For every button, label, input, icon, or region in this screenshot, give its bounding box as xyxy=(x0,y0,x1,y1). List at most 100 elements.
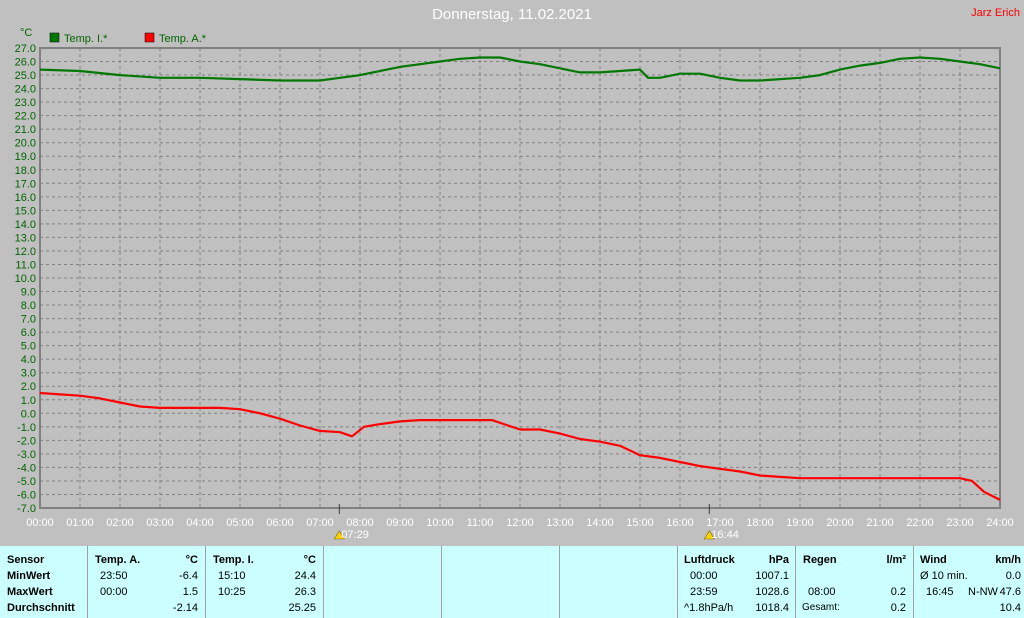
x-tick-label: 08:00 xyxy=(346,517,374,529)
x-tick-label: 09:00 xyxy=(386,517,414,529)
x-tick-label: 06:00 xyxy=(266,517,294,529)
y-tick-label: -2.0 xyxy=(17,435,36,447)
annotation-label: 16:44 xyxy=(711,529,739,541)
rain-time: 08:00 xyxy=(808,586,836,598)
author-label: Jarz Erich xyxy=(971,7,1020,19)
x-tick-label: 19:00 xyxy=(786,517,814,529)
y-tick-label: 7.0 xyxy=(21,314,36,326)
y-tick-label: 27.0 xyxy=(15,43,36,55)
x-tick-label: 23:00 xyxy=(946,517,974,529)
x-tick-label: 24:00 xyxy=(986,517,1014,529)
y-tick-label: -6.0 xyxy=(17,489,36,501)
y-tick-label: 5.0 xyxy=(21,341,36,353)
y-unit-label: °C xyxy=(20,27,32,39)
y-tick-label: 9.0 xyxy=(21,287,36,299)
y-tick-label: 17.0 xyxy=(15,178,36,190)
y-tick-label: -3.0 xyxy=(17,449,36,461)
col-temp-i: Temp. I. °C 15:10 24.4 10:25 26.3 25.25 xyxy=(206,546,324,618)
x-tick-label: 10:00 xyxy=(426,517,454,529)
temp-i-avg: 25.25 xyxy=(288,602,316,614)
wind-max: 47.6 xyxy=(999,586,1021,598)
temp-a-unit: °C xyxy=(185,554,198,566)
pressure-max: 1028.6 xyxy=(755,586,789,598)
y-tick-label: 21.0 xyxy=(15,124,36,136)
x-tick-label: 17:00 xyxy=(706,517,734,529)
series-line-temp-i xyxy=(39,56,1001,82)
temp-i-unit: °C xyxy=(303,554,316,566)
col-empty-3 xyxy=(560,546,678,618)
y-tick-label: 2.0 xyxy=(21,381,36,393)
sensor-header: Sensor xyxy=(7,554,45,566)
chart-title: Donnerstag, 11.02.2021 xyxy=(432,6,592,23)
wind-unit: km/h xyxy=(995,554,1021,566)
wind-header: Wind xyxy=(920,554,947,566)
y-tick-label: 18.0 xyxy=(15,165,36,177)
x-tick-label: 03:00 xyxy=(146,517,174,529)
y-tick-label: 13.0 xyxy=(15,232,36,244)
col-sensor: Sensor MinWert MaxWert Durchschnitt xyxy=(0,546,88,618)
pressure-unit: hPa xyxy=(768,554,789,566)
temp-a-header: Temp. A. xyxy=(95,554,141,566)
temp-a-min: -6.4 xyxy=(179,570,198,582)
rain-header: Regen xyxy=(803,554,837,566)
col-rain: Regen l/m² 08:00 0.2 Gesamt: 0.2 xyxy=(796,546,914,618)
x-tick-label: 02:00 xyxy=(106,517,134,529)
rain-unit: l/m² xyxy=(886,554,906,566)
y-tick-label: 26.0 xyxy=(15,57,36,69)
x-tick-label: 01:00 xyxy=(66,517,94,529)
y-tick-label: 10.0 xyxy=(15,273,36,285)
legend: Temp. I.* Temp. A.* xyxy=(49,32,207,45)
pressure-max-time: 23:59 xyxy=(690,586,718,598)
col-temp-a: Temp. A. °C 23:50 -6.4 00:00 1.5 -2.14 xyxy=(88,546,206,618)
y-tick-label: 15.0 xyxy=(15,205,36,217)
x-tick-label: 18:00 xyxy=(746,517,774,529)
y-tick-label: -4.0 xyxy=(17,462,36,474)
legend-swatch-temp-a xyxy=(144,32,155,43)
temp-i-min: 24.4 xyxy=(294,570,316,582)
statistics-table: Sensor MinWert MaxWert Durchschnitt Temp… xyxy=(0,546,1024,618)
y-tick-label: 12.0 xyxy=(15,246,36,258)
y-tick-label: 20.0 xyxy=(15,138,36,150)
temp-a-max: 1.5 xyxy=(182,586,198,598)
legend-label-temp-a: Temp. A.* xyxy=(159,33,207,45)
y-tick-label: 8.0 xyxy=(21,300,36,312)
x-tick-label: 12:00 xyxy=(506,517,534,529)
y-tick-label: 23.0 xyxy=(15,97,36,109)
rain-total: 0.2 xyxy=(890,602,906,614)
x-tick-label: 11:00 xyxy=(467,517,494,529)
y-tick-label: 11.0 xyxy=(15,259,36,271)
row-label-avg: Durchschnitt xyxy=(7,602,75,614)
temp-a-avg: -2.14 xyxy=(172,602,198,614)
series-line-temp-a xyxy=(39,391,1001,501)
rain-value: 0.2 xyxy=(890,586,906,598)
x-tick-label: 05:00 xyxy=(226,517,254,529)
temp-a-max-time: 00:00 xyxy=(100,586,128,598)
pressure-header: Luftdruck xyxy=(684,554,735,566)
temp-i-min-time: 15:10 xyxy=(218,570,246,582)
y-tick-label: -5.0 xyxy=(17,476,36,488)
wind-avg-label: Ø 10 min. xyxy=(920,570,968,582)
temp-i-header: Temp. I. xyxy=(213,554,254,566)
y-tick-label: -7.0 xyxy=(17,503,36,515)
temp-i-max-time: 10:25 xyxy=(218,586,246,598)
x-tick-label: 04:00 xyxy=(186,517,214,529)
row-label-min: MinWert xyxy=(7,570,51,582)
col-pressure: Luftdruck hPa 00:00 1007.1 23:59 1028.6 … xyxy=(678,546,796,618)
col-empty-1 xyxy=(324,546,442,618)
y-tick-label: 19.0 xyxy=(15,151,36,163)
x-tick-label: 13:00 xyxy=(546,517,574,529)
x-tick-label: 00:00 xyxy=(26,517,54,529)
col-wind: Wind km/h Ø 10 min. 0.0 16:45 N-NW 47.6 … xyxy=(914,546,1024,618)
row-label-max: MaxWert xyxy=(7,586,53,598)
x-tick-label: 20:00 xyxy=(826,517,854,529)
sunrise-icon xyxy=(333,530,345,540)
temperature-chart: 27.0 26.025.0 24.023.0 22.021.0 20.019.0 18.0… xyxy=(15,27,1014,541)
temp-a-min-time: 23:50 xyxy=(100,570,128,582)
pressure-min-time: 00:00 xyxy=(690,570,718,582)
x-tick-label: 16:00 xyxy=(666,517,694,529)
wind-max-time: 16:45 xyxy=(926,586,954,598)
y-tick-label: -1.0 xyxy=(17,422,36,434)
y-tick-label: 1.0 xyxy=(21,395,36,407)
x-tick-label: 22:00 xyxy=(906,517,934,529)
temp-i-max: 26.3 xyxy=(294,586,316,598)
